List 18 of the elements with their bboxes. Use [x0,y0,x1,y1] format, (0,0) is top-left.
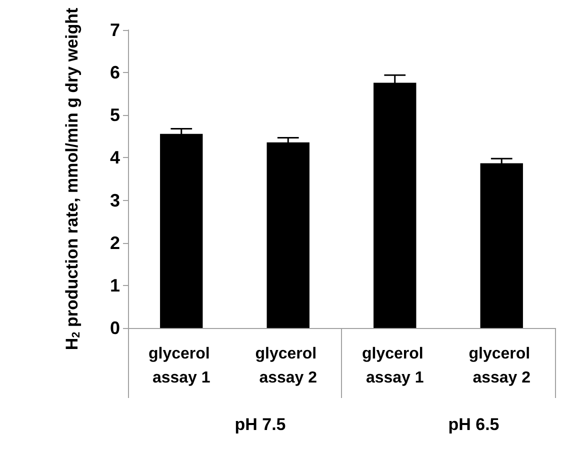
y-tick-label: 4 [110,148,120,168]
y-tick-label: 1 [110,275,120,296]
text: pH 6.5 [448,415,500,434]
x-tick-label: glycerol assay 1 [362,346,428,386]
bar [160,134,203,328]
x-tick-label: glycerol assay 2 [468,346,535,386]
bar [480,163,523,328]
bar [266,142,310,328]
y-tick-label: 6 [110,62,120,83]
y-tick-label: 3 [110,190,120,210]
y-axis-title: H2 production rate, mmol/min g dry weight [62,7,82,350]
y-tick-label: 2 [110,232,120,253]
y-tick-label: 7 [110,20,120,40]
text: pH 7.5 [234,415,286,434]
y-tick-label: 0 [110,318,120,338]
y-tick-label: 5 [110,105,120,126]
x-tick-label: glycerol assay 2 [255,346,322,386]
x-tick-label: glycerol assay 1 [148,346,214,386]
